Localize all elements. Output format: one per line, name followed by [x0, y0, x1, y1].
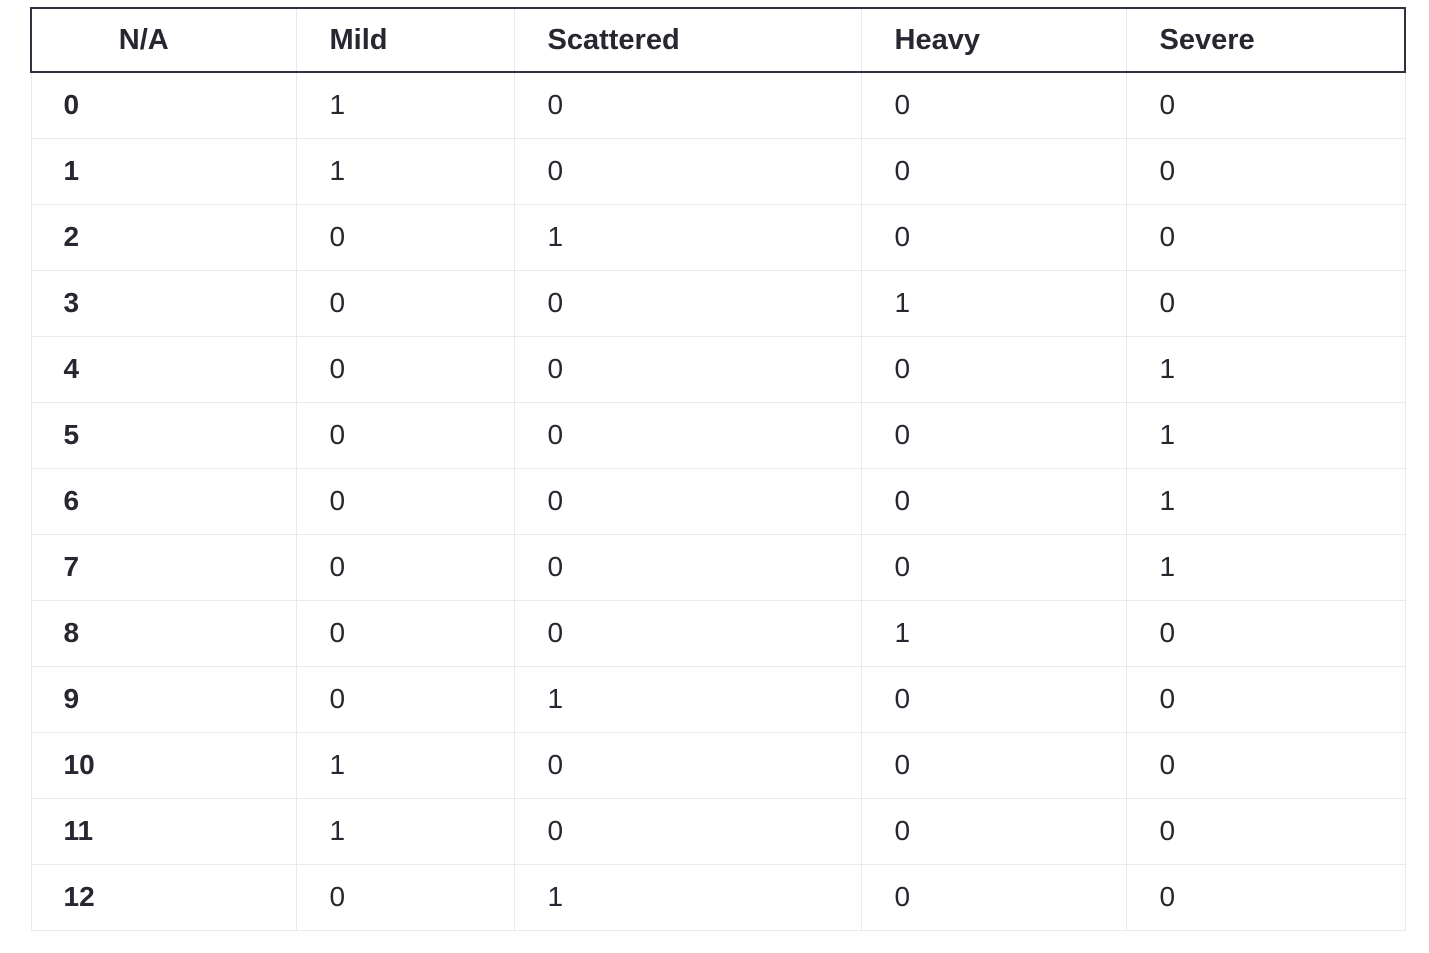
column-header-severe[interactable]: Severe	[1125, 7, 1406, 73]
table-cell: 0	[1125, 731, 1406, 799]
table-cell: 0	[513, 797, 862, 865]
row-index-cell: 7	[30, 533, 297, 601]
table-cell: 0	[513, 533, 862, 601]
row-index-cell: 3	[30, 269, 297, 337]
table-cell: 0	[513, 335, 862, 403]
table-cell: 0	[860, 137, 1127, 205]
table-cell: 0	[295, 335, 515, 403]
table-cell: 0	[860, 467, 1127, 535]
table-cell: 0	[295, 269, 515, 337]
row-index-cell: 5	[30, 401, 297, 469]
row-index-cell: 9	[30, 665, 297, 733]
table-cell: 1	[295, 71, 515, 139]
column-header-scattered[interactable]: Scattered	[513, 7, 862, 73]
table-cell: 0	[1125, 797, 1406, 865]
table-cell: 1	[1125, 533, 1406, 601]
table-cell: 0	[295, 203, 515, 271]
table-row: 11 1 0 0 0	[30, 797, 1406, 865]
table-cell: 1	[1125, 467, 1406, 535]
table-cell: 0	[860, 533, 1127, 601]
table-cell: 0	[295, 599, 515, 667]
table-cell: 0	[1125, 599, 1406, 667]
table-cell: 0	[1125, 203, 1406, 271]
table-cell: 0	[295, 665, 515, 733]
table-cell: 1	[1125, 401, 1406, 469]
table-cell: 0	[513, 467, 862, 535]
table-cell: 1	[860, 269, 1127, 337]
table-cell: 0	[1125, 269, 1406, 337]
table-cell: 0	[295, 467, 515, 535]
row-index-cell: 12	[30, 863, 297, 931]
table-row: 10 1 0 0 0	[30, 731, 1406, 799]
table-cell: 1	[513, 203, 862, 271]
table-cell: 0	[513, 71, 862, 139]
table-cell: 0	[513, 269, 862, 337]
column-header-mild[interactable]: Mild	[295, 7, 515, 73]
table-cell: 0	[860, 401, 1127, 469]
row-index-cell: 2	[30, 203, 297, 271]
table-cell: 0	[860, 731, 1127, 799]
table-cell: 0	[860, 335, 1127, 403]
row-index-cell: 8	[30, 599, 297, 667]
table-cell: 0	[860, 665, 1127, 733]
row-index-cell: 1	[30, 137, 297, 205]
table-cell: 1	[295, 137, 515, 205]
table-cell: 1	[513, 863, 862, 931]
table-cell: 1	[295, 797, 515, 865]
table-cell: 0	[513, 401, 862, 469]
header-row: N/A Mild Scattered Heavy Severe	[30, 7, 1406, 73]
table-cell: 0	[1125, 863, 1406, 931]
table-cell: 0	[295, 401, 515, 469]
table-cell: 1	[1125, 335, 1406, 403]
table-cell: 0	[513, 137, 862, 205]
table-cell: 0	[295, 863, 515, 931]
table-cell: 0	[1125, 71, 1406, 139]
table-cell: 0	[295, 533, 515, 601]
table-cell: 0	[860, 863, 1127, 931]
table-cell: 0	[860, 797, 1127, 865]
row-index-cell: 6	[30, 467, 297, 535]
table-cell: 1	[295, 731, 515, 799]
row-index-cell: 0	[30, 71, 297, 139]
row-index-cell: 11	[30, 797, 297, 865]
table-cell: 1	[860, 599, 1127, 667]
row-index-cell: 4	[30, 335, 297, 403]
table-cell: 0	[513, 731, 862, 799]
column-header-heavy[interactable]: Heavy	[860, 7, 1127, 73]
row-index-cell: 10	[30, 731, 297, 799]
table-cell: 0	[1125, 137, 1406, 205]
table-cell: 0	[860, 203, 1127, 271]
table-cell: 1	[513, 665, 862, 733]
column-header-na[interactable]: N/A	[30, 7, 297, 73]
table-cell: 0	[860, 71, 1127, 139]
table-cell: 0	[513, 599, 862, 667]
table-header: N/A Mild Scattered Heavy Severe	[30, 7, 1406, 73]
table-cell: 0	[1125, 665, 1406, 733]
table-row: 12 0 1 0 0	[30, 863, 1406, 931]
